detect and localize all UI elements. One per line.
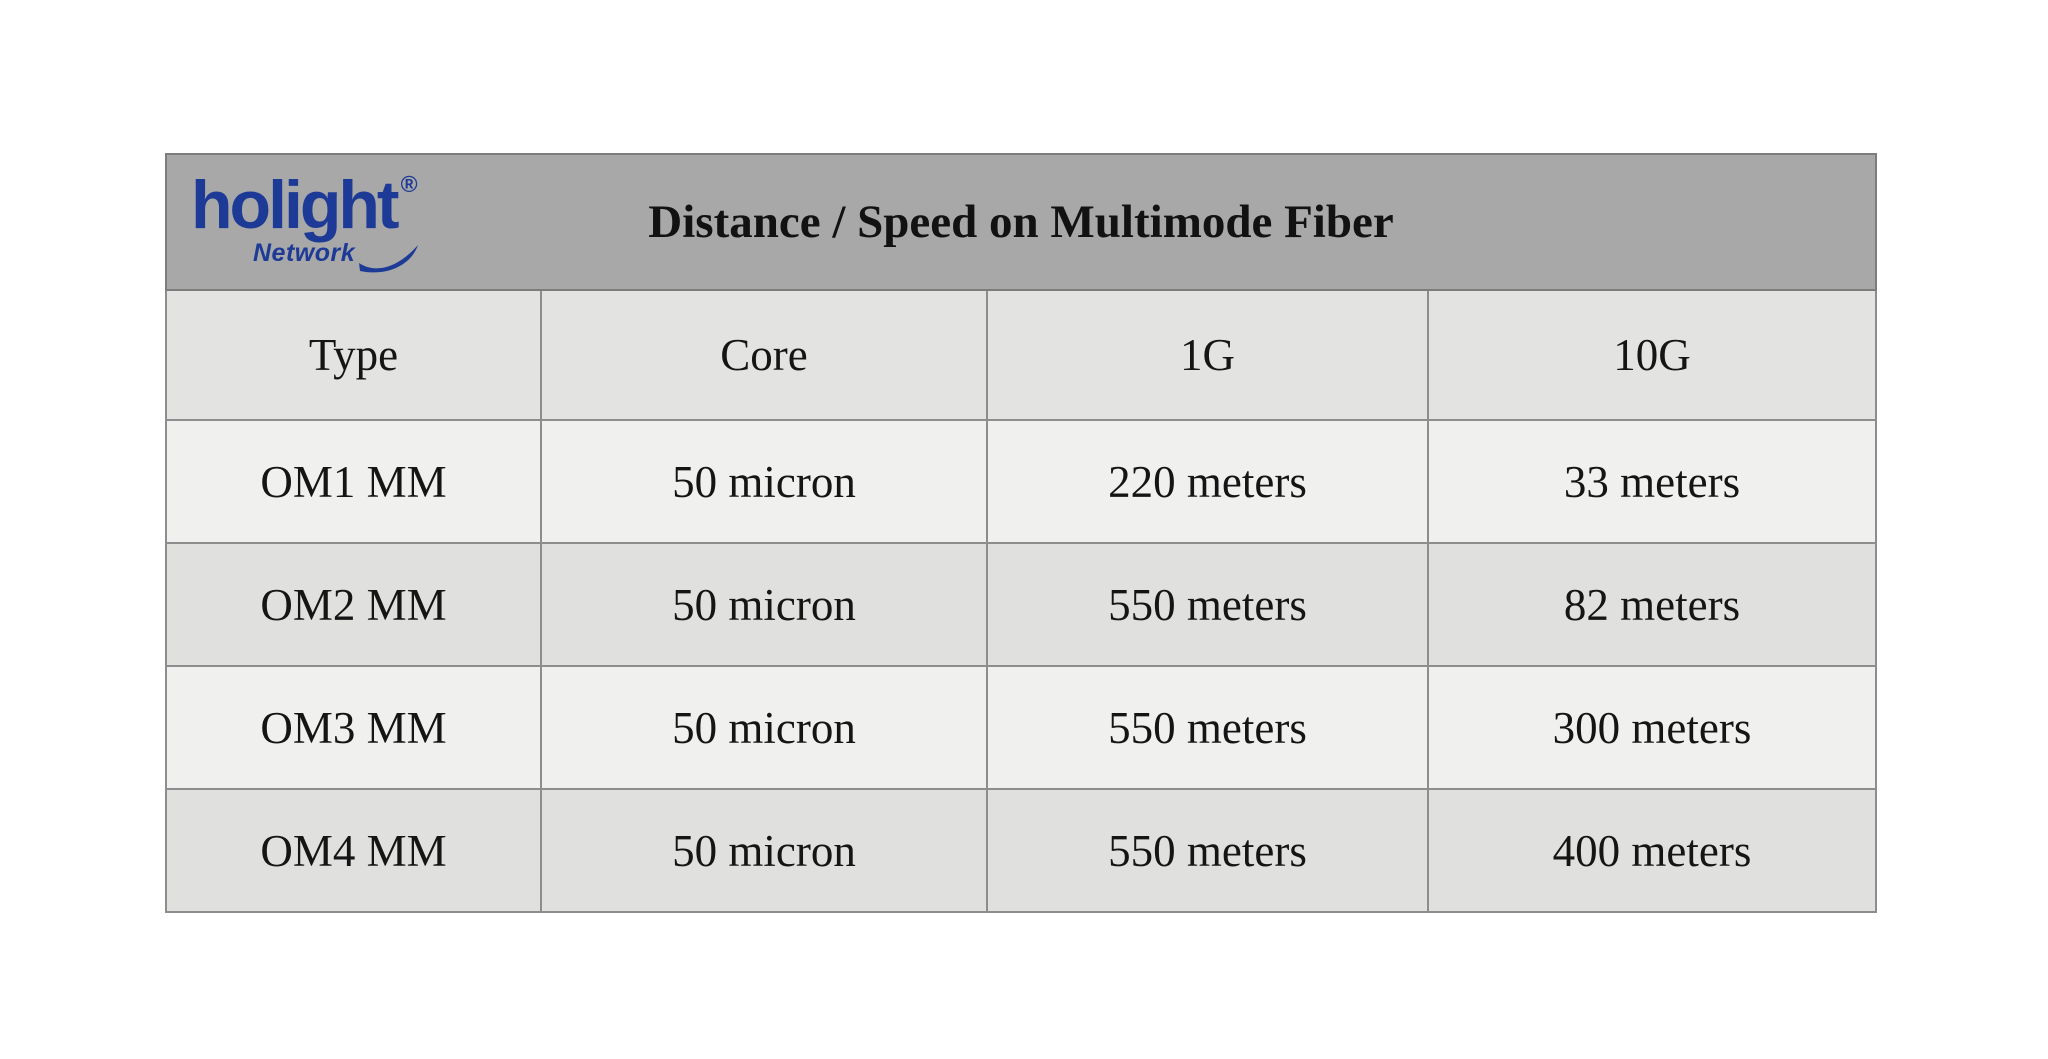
table-cell: OM4 MM [165,788,542,913]
table-cell: 50 micron [540,542,988,667]
table-row: OM2 MM 50 micron 550 meters 82 meters [165,542,1877,667]
table-cell: 550 meters [986,788,1429,913]
table-cell: 300 meters [1427,665,1877,790]
header-band: holight ® Network Distance / Speed on Mul… [165,153,1877,291]
column-header-type: Type [165,289,542,421]
holight-logo: holight ® Network [191,171,422,275]
registered-trademark-icon: ® [400,171,418,197]
table-row: OM1 MM 50 micron 220 meters 33 meters [165,419,1877,544]
table-title: Distance / Speed on Multimode Fiber [648,196,1394,248]
table-cell: 50 micron [540,665,988,790]
logo-swoosh-icon [359,245,419,273]
table-cell: 50 micron [540,788,988,913]
table-row: OM4 MM 50 micron 550 meters 400 meters [165,788,1877,913]
logo-network-text: Network [253,239,356,267]
column-header-10g: 10G [1427,289,1877,421]
spec-table: holight ® Network Distance / Speed on Mul… [165,153,1877,913]
header-band-row: holight ® Network Distance / Speed on Mul… [165,153,1877,291]
table-row: OM3 MM 50 micron 550 meters 300 meters [165,665,1877,790]
table-cell: OM2 MM [165,542,542,667]
column-header-core: Core [540,289,988,421]
table-cell: 400 meters [1427,788,1877,913]
column-header-1g: 1G [986,289,1429,421]
table-cell: 550 meters [986,542,1429,667]
table-cell: 50 micron [540,419,988,544]
logo-brand-text: holight [191,167,400,243]
table-cell: OM1 MM [165,419,542,544]
table-cell: 82 meters [1427,542,1877,667]
table-cell: 33 meters [1427,419,1877,544]
column-header-row: Type Core 1G 10G [165,289,1877,421]
table-cell: 550 meters [986,665,1429,790]
table-cell: 220 meters [986,419,1429,544]
fiber-distance-table: holight ® Network Distance / Speed on Mul… [165,153,1877,913]
table-cell: OM3 MM [165,665,542,790]
